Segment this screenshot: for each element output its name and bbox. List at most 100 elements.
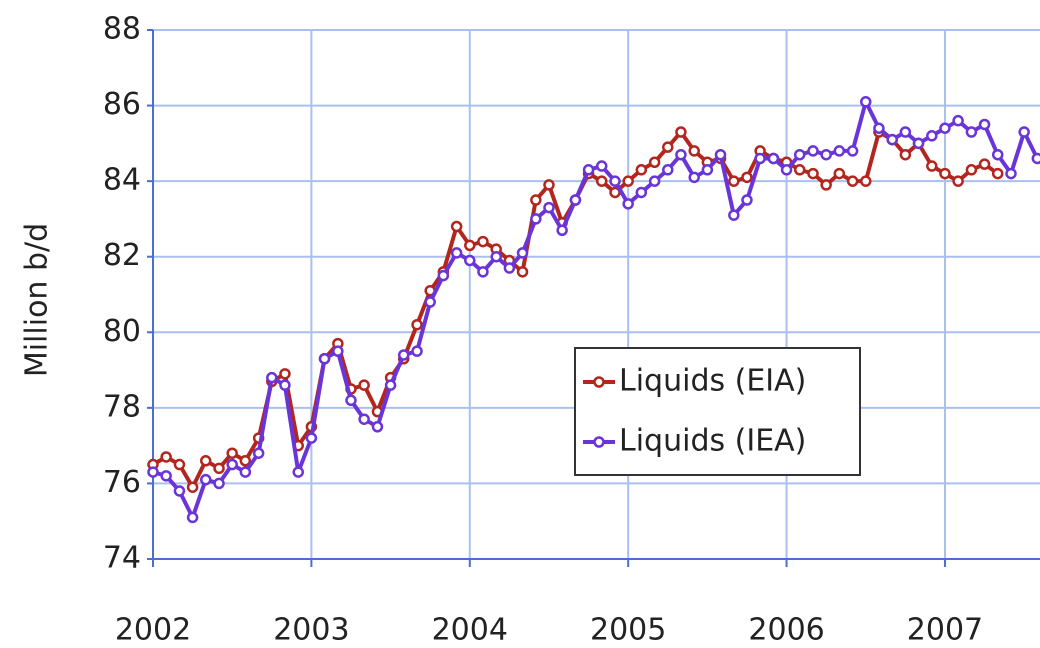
point bbox=[411, 318, 423, 331]
point bbox=[450, 247, 463, 259]
point bbox=[516, 247, 529, 259]
point bbox=[358, 379, 370, 391]
point bbox=[1005, 167, 1017, 180]
point bbox=[424, 296, 436, 308]
point bbox=[186, 481, 199, 493]
point bbox=[833, 145, 846, 157]
point bbox=[728, 175, 740, 187]
point bbox=[926, 130, 938, 142]
point bbox=[767, 152, 780, 165]
x-tick-label: 2005 bbox=[590, 613, 666, 648]
point bbox=[648, 156, 661, 168]
point bbox=[358, 413, 370, 425]
point bbox=[543, 201, 555, 214]
point bbox=[609, 175, 621, 187]
point bbox=[991, 167, 1004, 180]
point bbox=[199, 473, 212, 486]
point bbox=[477, 266, 489, 278]
point bbox=[160, 451, 172, 463]
point bbox=[411, 345, 423, 357]
y-tick-label: 84 bbox=[103, 163, 141, 198]
y-axis-label: Million b/d bbox=[20, 223, 55, 377]
point bbox=[569, 194, 582, 206]
x-tick-label: 2004 bbox=[432, 613, 508, 648]
point bbox=[503, 262, 516, 274]
y-tick-label: 74 bbox=[103, 541, 141, 576]
y-tick-label: 82 bbox=[103, 238, 141, 273]
point bbox=[978, 118, 991, 131]
point bbox=[582, 164, 595, 176]
point bbox=[965, 126, 978, 138]
point bbox=[978, 158, 991, 170]
point bbox=[332, 345, 344, 357]
point bbox=[899, 148, 912, 161]
point bbox=[199, 455, 212, 467]
point bbox=[793, 164, 806, 176]
y-tick-label: 76 bbox=[103, 465, 141, 500]
point bbox=[213, 462, 225, 475]
point bbox=[820, 148, 832, 161]
point bbox=[662, 141, 674, 153]
point bbox=[873, 122, 885, 134]
point bbox=[226, 458, 238, 471]
point bbox=[464, 254, 476, 267]
point bbox=[345, 394, 357, 407]
point bbox=[292, 466, 304, 478]
point bbox=[675, 126, 687, 138]
point bbox=[939, 167, 951, 180]
x-tick-label: 2002 bbox=[115, 613, 191, 648]
x-tick-label: 2003 bbox=[273, 613, 349, 648]
point bbox=[266, 371, 278, 384]
point bbox=[173, 485, 186, 497]
point bbox=[793, 148, 806, 161]
point bbox=[1031, 152, 1040, 165]
point bbox=[754, 152, 766, 165]
point bbox=[926, 160, 938, 172]
point bbox=[860, 96, 872, 108]
y-tick-label: 78 bbox=[103, 389, 141, 424]
point bbox=[543, 179, 555, 191]
point bbox=[728, 209, 740, 221]
point bbox=[186, 511, 199, 524]
point bbox=[688, 171, 700, 184]
point bbox=[912, 137, 925, 150]
point bbox=[860, 175, 872, 187]
point bbox=[279, 368, 291, 380]
point bbox=[279, 379, 291, 391]
point bbox=[384, 379, 397, 391]
point bbox=[397, 349, 410, 361]
point bbox=[477, 235, 489, 248]
point bbox=[516, 266, 529, 278]
point bbox=[648, 175, 661, 187]
point bbox=[741, 194, 753, 206]
y-tick-label: 88 bbox=[103, 12, 141, 47]
point bbox=[490, 250, 502, 263]
point bbox=[899, 126, 912, 138]
legend-label: Liquids (EIA) bbox=[619, 364, 806, 399]
point bbox=[807, 167, 819, 180]
point bbox=[701, 164, 714, 176]
point bbox=[305, 432, 318, 444]
point bbox=[595, 175, 608, 187]
point bbox=[160, 470, 172, 482]
point bbox=[530, 194, 542, 206]
point bbox=[741, 171, 753, 184]
point bbox=[556, 224, 568, 237]
point bbox=[952, 175, 964, 187]
point bbox=[239, 466, 252, 478]
point bbox=[226, 447, 238, 459]
legend: Liquids (EIA) Liquids (IEA) bbox=[574, 347, 861, 476]
point bbox=[530, 213, 542, 225]
point bbox=[820, 179, 832, 191]
point bbox=[688, 145, 700, 157]
point bbox=[939, 122, 951, 134]
point bbox=[846, 175, 859, 187]
point bbox=[595, 160, 608, 172]
point bbox=[635, 164, 648, 176]
point bbox=[213, 477, 225, 490]
point bbox=[886, 133, 898, 146]
point bbox=[780, 164, 793, 176]
point bbox=[252, 447, 265, 459]
point bbox=[371, 421, 384, 433]
